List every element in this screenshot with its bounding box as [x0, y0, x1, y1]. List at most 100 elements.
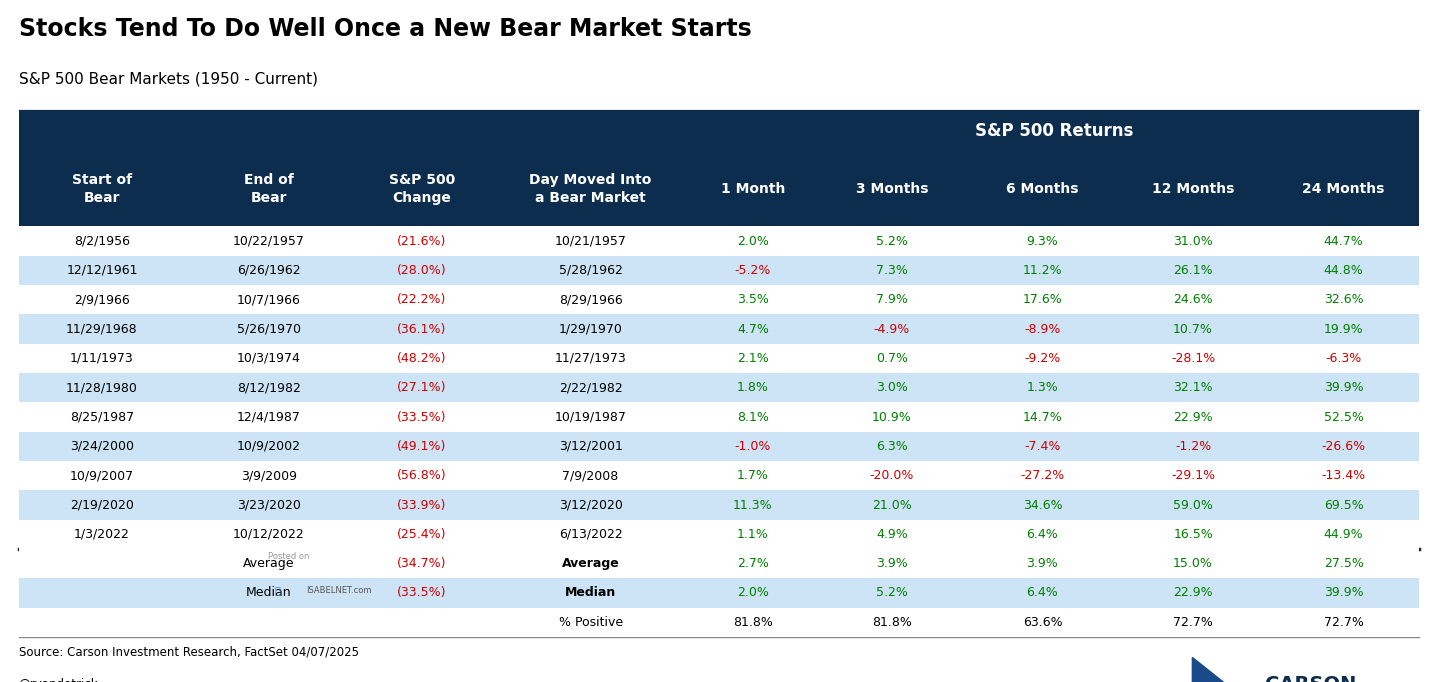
Text: 11/29/1968: 11/29/1968 — [66, 323, 137, 336]
Text: 10/9/2007: 10/9/2007 — [70, 469, 134, 482]
Text: (36.1%): (36.1%) — [397, 323, 447, 336]
Text: -20.0%: -20.0% — [870, 469, 915, 482]
Text: 44.8%: 44.8% — [1323, 264, 1363, 277]
Text: % Positive: % Positive — [559, 616, 623, 629]
Text: 10/3/1974: 10/3/1974 — [237, 352, 300, 365]
Text: 1.1%: 1.1% — [737, 528, 769, 541]
Text: 81.8%: 81.8% — [872, 616, 912, 629]
Text: 6.3%: 6.3% — [876, 440, 907, 453]
Text: 5/26/1970: 5/26/1970 — [237, 323, 300, 336]
Text: 3.9%: 3.9% — [1026, 557, 1059, 570]
Text: 1.3%: 1.3% — [1026, 381, 1059, 394]
Text: -29.1%: -29.1% — [1170, 469, 1215, 482]
Text: S&P 500 Bear Markets (1950 - Current): S&P 500 Bear Markets (1950 - Current) — [19, 72, 317, 87]
Text: 7.9%: 7.9% — [876, 293, 907, 306]
Text: 12/12/1961: 12/12/1961 — [66, 264, 137, 277]
Text: Posted on: Posted on — [269, 552, 310, 561]
Text: 10/12/2022: 10/12/2022 — [233, 528, 304, 541]
Text: @ryandetrick: @ryandetrick — [19, 678, 99, 682]
Text: 44.7%: 44.7% — [1323, 235, 1363, 248]
Text: 2.0%: 2.0% — [737, 587, 769, 599]
Text: -27.2%: -27.2% — [1020, 469, 1065, 482]
Text: Median: Median — [564, 587, 616, 599]
Text: 6.4%: 6.4% — [1026, 528, 1059, 541]
Text: 72.7%: 72.7% — [1323, 616, 1363, 629]
Text: 24.6%: 24.6% — [1173, 293, 1213, 306]
Text: 59.0%: 59.0% — [1173, 499, 1213, 512]
Text: 8/29/1966: 8/29/1966 — [559, 293, 623, 306]
Text: 22.9%: 22.9% — [1173, 411, 1213, 424]
Text: 1/11/1973: 1/11/1973 — [70, 352, 134, 365]
Text: 3.9%: 3.9% — [876, 557, 907, 570]
Text: 39.9%: 39.9% — [1323, 381, 1363, 394]
Text: 26.1%: 26.1% — [1173, 264, 1213, 277]
Text: 3/9/2009: 3/9/2009 — [240, 469, 297, 482]
Text: 31.0%: 31.0% — [1173, 235, 1213, 248]
Text: 3 Months: 3 Months — [856, 182, 927, 196]
Text: (56.8%): (56.8%) — [397, 469, 447, 482]
Text: -7.4%: -7.4% — [1025, 440, 1060, 453]
Text: 2.7%: 2.7% — [737, 557, 769, 570]
Text: -8.9%: -8.9% — [1025, 323, 1060, 336]
Text: 🌐: 🌐 — [274, 585, 280, 595]
Text: 39.9%: 39.9% — [1323, 587, 1363, 599]
Text: 9.3%: 9.3% — [1026, 235, 1059, 248]
Text: Source: Carson Investment Research, FactSet 04/07/2025: Source: Carson Investment Research, Fact… — [19, 645, 359, 658]
Text: 1.7%: 1.7% — [737, 469, 769, 482]
Text: 24 Months: 24 Months — [1302, 182, 1385, 196]
Text: (48.2%): (48.2%) — [397, 352, 447, 365]
Text: 1.8%: 1.8% — [737, 381, 769, 394]
Text: (33.5%): (33.5%) — [397, 587, 447, 599]
Text: 10/19/1987: 10/19/1987 — [554, 411, 626, 424]
Text: -1.0%: -1.0% — [735, 440, 772, 453]
Text: 15.0%: 15.0% — [1173, 557, 1213, 570]
Text: -4.9%: -4.9% — [873, 323, 910, 336]
Text: 5.2%: 5.2% — [876, 235, 907, 248]
Text: (27.1%): (27.1%) — [397, 381, 447, 394]
Text: 34.6%: 34.6% — [1023, 499, 1062, 512]
Text: 2.0%: 2.0% — [737, 235, 769, 248]
Text: (21.6%): (21.6%) — [397, 235, 447, 248]
Text: 3.5%: 3.5% — [737, 293, 769, 306]
Text: ISABELNET.com: ISABELNET.com — [306, 586, 372, 595]
Text: 2/9/1966: 2/9/1966 — [74, 293, 130, 306]
Text: 3/12/2001: 3/12/2001 — [559, 440, 623, 453]
Text: (28.0%): (28.0%) — [397, 264, 447, 277]
Text: 8/12/1982: 8/12/1982 — [237, 381, 300, 394]
Text: (22.2%): (22.2%) — [397, 293, 447, 306]
Text: 72.7%: 72.7% — [1173, 616, 1213, 629]
Text: (34.7%): (34.7%) — [397, 557, 447, 570]
Text: 2/22/1982: 2/22/1982 — [559, 381, 623, 394]
Text: 10/9/2002: 10/9/2002 — [237, 440, 300, 453]
Text: S&P 500
Change: S&P 500 Change — [389, 173, 456, 205]
Text: 11/27/1973: 11/27/1973 — [554, 352, 626, 365]
Text: 7/9/2008: 7/9/2008 — [563, 469, 619, 482]
Text: 16.5%: 16.5% — [1173, 528, 1213, 541]
Text: 7.3%: 7.3% — [876, 264, 907, 277]
Polygon shape — [1192, 657, 1226, 682]
Text: Start of
Bear: Start of Bear — [71, 173, 131, 205]
Text: 11.2%: 11.2% — [1023, 264, 1062, 277]
Text: 1 Month: 1 Month — [720, 182, 785, 196]
Text: 81.8%: 81.8% — [733, 616, 773, 629]
Text: 3/24/2000: 3/24/2000 — [70, 440, 134, 453]
Text: 4.7%: 4.7% — [737, 323, 769, 336]
Text: 11/28/1980: 11/28/1980 — [66, 381, 137, 394]
Text: Day Moved Into
a Bear Market: Day Moved Into a Bear Market — [529, 173, 652, 205]
Text: -9.2%: -9.2% — [1025, 352, 1060, 365]
Text: 12/4/1987: 12/4/1987 — [237, 411, 300, 424]
Text: Average: Average — [562, 557, 619, 570]
Text: 10.7%: 10.7% — [1173, 323, 1213, 336]
Text: 10/22/1957: 10/22/1957 — [233, 235, 304, 248]
Text: 10/21/1957: 10/21/1957 — [554, 235, 626, 248]
Text: Average: Average — [243, 557, 294, 570]
Text: 17.6%: 17.6% — [1023, 293, 1062, 306]
Text: 21.0%: 21.0% — [872, 499, 912, 512]
Text: 5/28/1962: 5/28/1962 — [559, 264, 623, 277]
Text: 6 Months: 6 Months — [1006, 182, 1079, 196]
Text: -26.6%: -26.6% — [1322, 440, 1366, 453]
Text: 4.9%: 4.9% — [876, 528, 907, 541]
Text: 5.2%: 5.2% — [876, 587, 907, 599]
Text: 14.7%: 14.7% — [1023, 411, 1062, 424]
Text: -6.3%: -6.3% — [1326, 352, 1362, 365]
